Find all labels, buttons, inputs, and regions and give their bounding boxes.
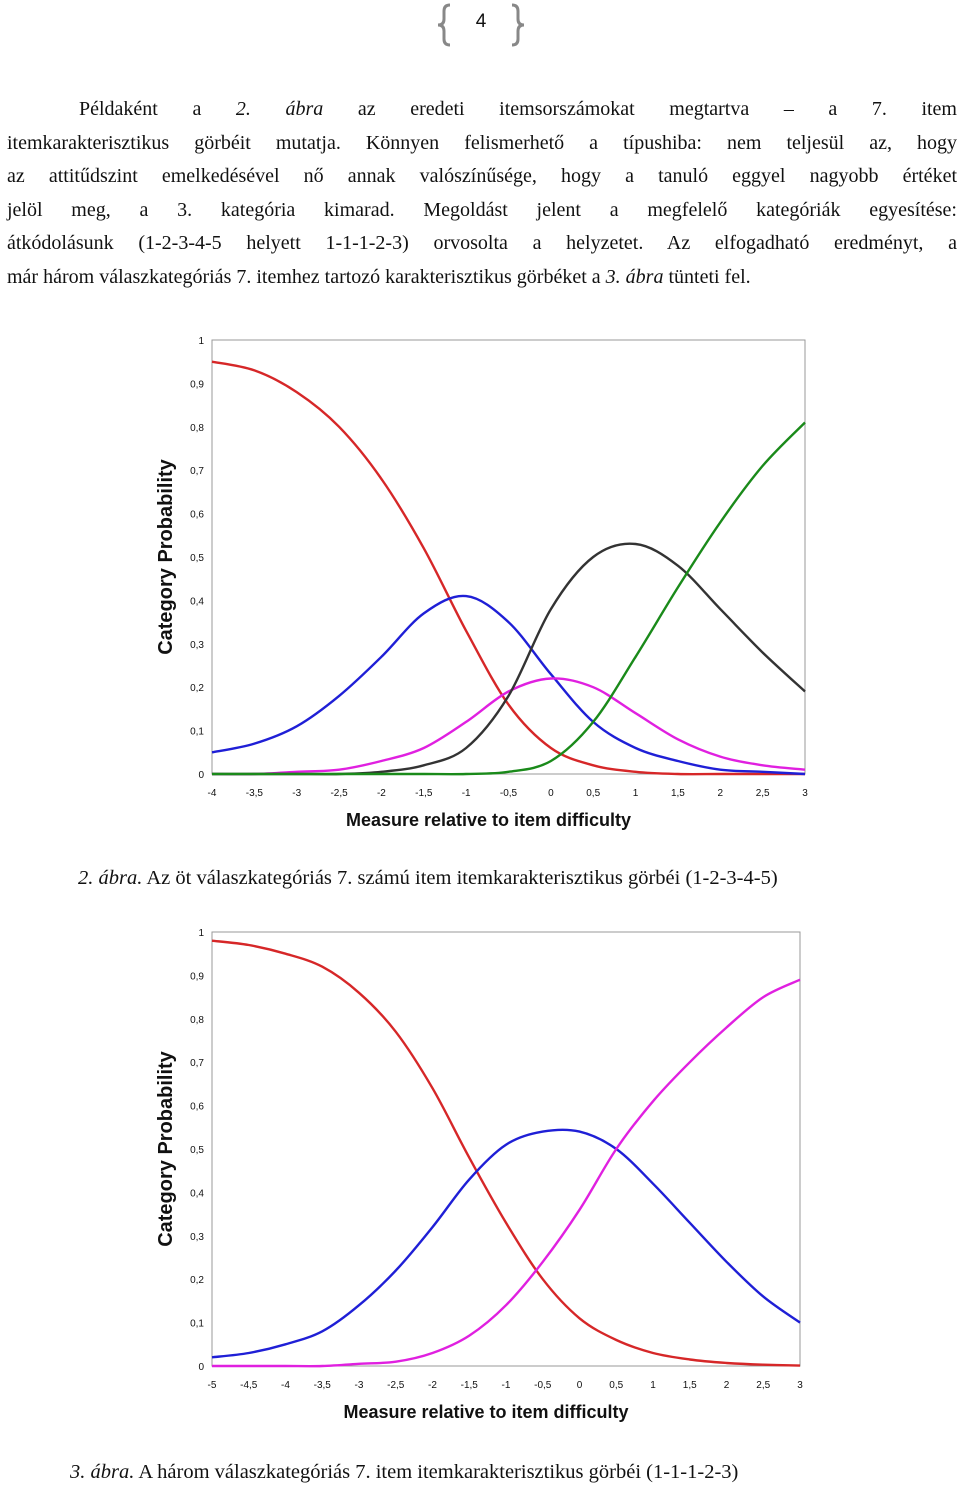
x-tick-label: 0 — [577, 1380, 583, 1391]
series-line-2 — [211, 1128, 801, 1359]
figure-3-chart: 0 0,1 0,2 0,3 0,4 0,5 0,6 0,7 0,8 0,9 1 -5 -4,5 -4 -3,… — [155, 928, 803, 1422]
y-tick-label: 0,9 — [190, 971, 204, 982]
x-tick-label: -1,5 — [461, 1380, 479, 1391]
x-tick-label: 2 — [718, 788, 724, 799]
x-tick-label: -4 — [281, 1380, 290, 1391]
x-tick-label: -2 — [428, 1380, 437, 1391]
series-line-3 — [212, 978, 801, 1368]
x-tick-label: 1,5 — [683, 1380, 697, 1391]
paragraph-line: jelöl meg, a 3. kategória kimarad. Megol… — [7, 198, 957, 221]
y-tick-label: 0,7 — [190, 1058, 204, 1069]
x-tick-label: -4,5 — [240, 1380, 258, 1391]
page-number: 4 — [475, 11, 487, 32]
x-axis-label: Measure relative to item difficulty — [343, 1402, 628, 1422]
body-paragraph: Példaként a 2. ábra az eredeti itemsorsz… — [7, 93, 957, 295]
y-tick-label: 0,5 — [190, 1145, 204, 1156]
line-text: az eredeti itemsorszámokat megtartva – a… — [323, 98, 957, 120]
x-tick-label: -3,5 — [314, 1380, 332, 1391]
series-line-2 — [211, 594, 806, 776]
y-tick-label: 0 — [198, 1362, 204, 1373]
x-tick-label: -1 — [462, 788, 471, 799]
y-tick-label: 0,2 — [190, 1275, 204, 1286]
x-tick-label: -1 — [502, 1380, 511, 1391]
y-tick-label: 0 — [198, 770, 204, 781]
series-line-5 — [212, 421, 806, 776]
x-tick-label: 3 — [797, 1380, 803, 1391]
series-line-3 — [211, 677, 806, 776]
y-tick-label: 0,1 — [190, 1319, 204, 1330]
x-axis-label: Measure relative to item difficulty — [346, 810, 631, 830]
x-tick-label: 0,5 — [609, 1380, 623, 1391]
y-tick-label: 0,6 — [190, 510, 204, 521]
y-tick-label: 0,8 — [190, 1015, 204, 1026]
line-text: Példaként a — [79, 98, 236, 120]
figure-2-caption: 2. ábra. Az öt válaszkategóriás 7. számú… — [78, 867, 778, 890]
paragraph-line: az attitűdszint emelkedésével nő annak v… — [7, 165, 957, 188]
y-tick-label: 0,8 — [190, 423, 204, 434]
paragraph-line: átkódolásunk (1-2-3-4-5 helyett 1-1-1-2-… — [7, 232, 957, 255]
x-tick-label: 3 — [802, 788, 808, 799]
x-tick-label: -2,5 — [330, 788, 348, 799]
x-tick-label: -2,5 — [387, 1380, 405, 1391]
x-tick-label: 2,5 — [756, 1380, 770, 1391]
x-tick-label: -3 — [355, 1380, 364, 1391]
y-tick-label: 0,4 — [190, 1188, 204, 1199]
x-tick-label: 0,5 — [586, 788, 600, 799]
caption-text: A három válaszkategóriás 7. item itemkar… — [134, 1461, 739, 1483]
page-number-box: 4 — [436, 3, 526, 47]
plot-frame — [211, 931, 801, 1367]
line-text: már három válaszkategóriás 7. itemhez ta… — [7, 265, 606, 288]
x-tick-label: -0,5 — [534, 1380, 552, 1391]
x-tick-label: -3 — [292, 788, 301, 799]
series-line-1 — [211, 939, 801, 1367]
caption-label: 3. ábra. — [70, 1461, 135, 1483]
y-tick-label: 0,5 — [190, 553, 204, 564]
y-tick-label: 0,7 — [190, 466, 204, 477]
y-tick-label: 0,6 — [190, 1102, 204, 1113]
caption-text: Az öt válaszkategóriás 7. számú item ite… — [142, 867, 778, 889]
x-tick-label: -5 — [208, 1380, 217, 1391]
y-tick-label: 0,1 — [190, 727, 204, 738]
y-tick-label: 0,9 — [190, 379, 204, 390]
x-tick-label: 2,5 — [756, 788, 770, 799]
figure-reference: 3. ábra — [605, 265, 664, 288]
x-tick-label: -0,5 — [500, 788, 518, 799]
paragraph-line: már három válaszkategóriás 7. itemhez ta… — [7, 261, 957, 295]
caption-label: 2. ábra. — [78, 867, 143, 889]
paragraph-line: Példaként a 2. ábra az eredeti itemsorsz… — [7, 93, 957, 127]
y-tick-label: 0,3 — [190, 1232, 204, 1243]
line-text: tünteti fel. — [663, 265, 751, 288]
x-tick-label: -3,5 — [246, 788, 264, 799]
figure-3-caption: 3. ábra. A három válaszkategóriás 7. ite… — [70, 1461, 738, 1484]
x-tick-label: 1 — [633, 788, 639, 799]
figure-reference: 2. ábra — [235, 98, 324, 120]
y-tick-label: 0,3 — [190, 640, 204, 651]
y-tick-label: 0,4 — [190, 596, 204, 607]
series-line-1 — [211, 360, 805, 776]
x-tick-label: 1,5 — [671, 788, 685, 799]
y-tick-label: 1 — [198, 336, 204, 347]
paragraph-line: itemkarakterisztikus görbéit mutatja. Kö… — [7, 131, 957, 154]
x-tick-label: -2 — [377, 788, 386, 799]
x-tick-label: 2 — [724, 1380, 730, 1391]
y-tick-label: 0,2 — [190, 683, 204, 694]
x-tick-label: -4 — [208, 788, 217, 799]
figure-2-chart: 0 0,1 0,2 0,3 0,4 0,5 0,6 0,7 0,8 0,9 1 -4 -3,5 -3 -2,… — [155, 336, 808, 830]
x-tick-label: -1,5 — [415, 788, 433, 799]
y-tick-label: 1 — [198, 928, 204, 939]
x-tick-label: 1 — [650, 1380, 656, 1391]
page-number-frame — [437, 3, 525, 47]
x-tick-label: 0 — [548, 788, 554, 799]
plot-frame — [211, 339, 806, 775]
y-axis-label: Category Probability — [155, 1050, 177, 1246]
y-axis-label: Category Probability — [155, 458, 177, 654]
